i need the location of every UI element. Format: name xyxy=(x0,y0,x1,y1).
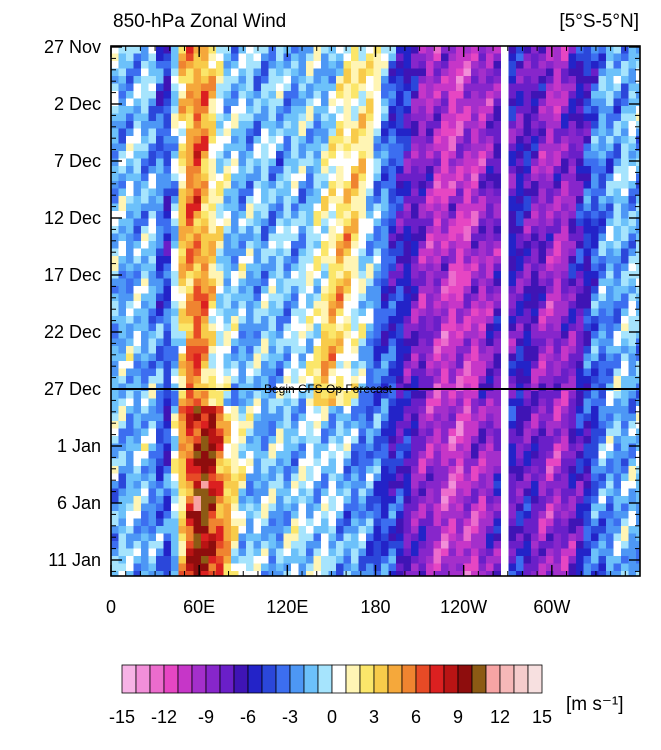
colorbar-swatch xyxy=(401,664,417,694)
colorbar-swatch xyxy=(513,664,529,694)
colorbar-swatch xyxy=(331,664,347,694)
axis-ticks: 27 Nov 2 Dec 7 Dec 12 Dec 17 Dec 22 Dec 27 Dec… xyxy=(44,37,640,617)
units-label: [m s⁻¹] xyxy=(566,694,624,715)
colorbar-swatch xyxy=(527,664,543,694)
colorbar-swatch xyxy=(345,664,361,694)
colorbar-tick-label: -9 xyxy=(198,707,214,727)
colorbar-swatch xyxy=(359,664,375,694)
colorbar-swatch xyxy=(247,664,263,694)
colorbar-tick-label: -12 xyxy=(151,707,177,727)
colorbar-tick-label: -6 xyxy=(240,707,256,727)
colorbar-swatch xyxy=(429,664,445,694)
colorbar-tick-label: -3 xyxy=(282,707,298,727)
colorbar-swatch xyxy=(219,664,235,694)
y-tick-label: 22 Dec xyxy=(44,322,101,342)
y-tick-label: 6 Jan xyxy=(57,493,101,513)
x-tick-label: 60E xyxy=(183,597,215,617)
colorbar-swatch xyxy=(289,664,305,694)
colorbar-swatch xyxy=(471,664,487,694)
colorbar: -15 -12 -9 -6 -3 0 3 6 9 12 15 xyxy=(109,664,552,727)
colorbar-swatch xyxy=(499,664,515,694)
y-tick-label: 2 Dec xyxy=(54,94,101,114)
colorbar-swatch xyxy=(135,664,151,694)
colorbar-swatch xyxy=(121,664,137,694)
y-tick-label: 1 Jan xyxy=(57,436,101,456)
colorbar-swatch xyxy=(387,664,403,694)
colorbar-tick-label: 9 xyxy=(453,707,463,727)
colorbar-swatch xyxy=(149,664,165,694)
y-tick-label: 17 Dec xyxy=(44,265,101,285)
colorbar-tick-label: 0 xyxy=(327,707,337,727)
colorbar-swatch xyxy=(485,664,501,694)
colorbar-swatch xyxy=(205,664,221,694)
colorbar-swatch xyxy=(443,664,459,694)
y-tick-label: 12 Dec xyxy=(44,208,101,228)
x-tick-label: 120W xyxy=(440,597,487,617)
colorbar-swatch xyxy=(261,664,277,694)
colorbar-swatch xyxy=(457,664,473,694)
y-tick-label: 27 Dec xyxy=(44,379,101,399)
x-tick-label: 60W xyxy=(533,597,570,617)
colorbar-tick-label: 6 xyxy=(411,707,421,727)
colorbar-swatch xyxy=(373,664,389,694)
x-tick-label: 180 xyxy=(360,597,390,617)
colorbar-swatch xyxy=(275,664,291,694)
x-tick-label: 0 xyxy=(106,597,116,617)
colorbar-swatch xyxy=(177,664,193,694)
colorbar-swatch xyxy=(191,664,207,694)
y-tick-label: 7 Dec xyxy=(54,151,101,171)
region-label: [5°S-5°N] xyxy=(559,11,639,32)
colorbar-swatch xyxy=(233,664,249,694)
chart-title: 850-hPa Zonal Wind xyxy=(113,11,286,32)
colorbar-swatch xyxy=(303,664,319,694)
y-tick-label: 11 Jan xyxy=(48,550,101,570)
x-tick-label: 120E xyxy=(266,597,308,617)
y-tick-label: 27 Nov xyxy=(44,37,101,57)
colorbar-swatch xyxy=(415,664,431,694)
colorbar-tick-label: -15 xyxy=(109,707,135,727)
colorbar-tick-label: 12 xyxy=(490,707,510,727)
forecast-annotation: Begin GFS Op Forecast xyxy=(264,382,393,396)
colorbar-swatch xyxy=(163,664,179,694)
colorbar-tick-label: 15 xyxy=(532,707,552,727)
colorbar-swatch xyxy=(317,664,333,694)
colorbar-tick-label: 3 xyxy=(369,707,379,727)
wind-field-heatmap xyxy=(111,46,640,576)
